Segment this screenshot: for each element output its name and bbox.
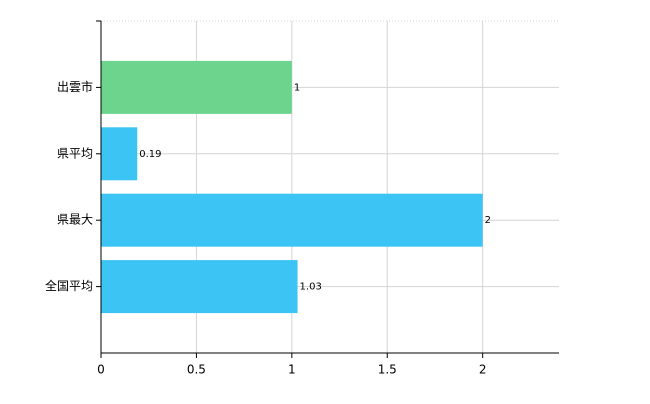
data-label: 2 xyxy=(485,215,491,226)
y-tick-label: 県平均 xyxy=(57,146,93,160)
data-label: 1.03 xyxy=(300,282,322,293)
bar xyxy=(101,127,138,181)
data-label: 0.19 xyxy=(139,149,161,160)
x-tick-label: 1.5 xyxy=(378,363,397,377)
bar xyxy=(101,193,483,247)
bar xyxy=(101,60,292,114)
bar xyxy=(101,260,298,314)
data-label: 1 xyxy=(294,82,300,93)
x-tick-label: 2 xyxy=(479,363,487,377)
y-tick-label: 全国平均 xyxy=(45,278,93,293)
x-tick-label: 1 xyxy=(288,363,296,377)
x-tick-label: 0 xyxy=(97,363,105,377)
x-tick-label: 0.5 xyxy=(187,363,206,377)
y-tick-label: 出雲市 xyxy=(57,79,93,94)
y-tick-label: 県最大 xyxy=(57,213,93,227)
